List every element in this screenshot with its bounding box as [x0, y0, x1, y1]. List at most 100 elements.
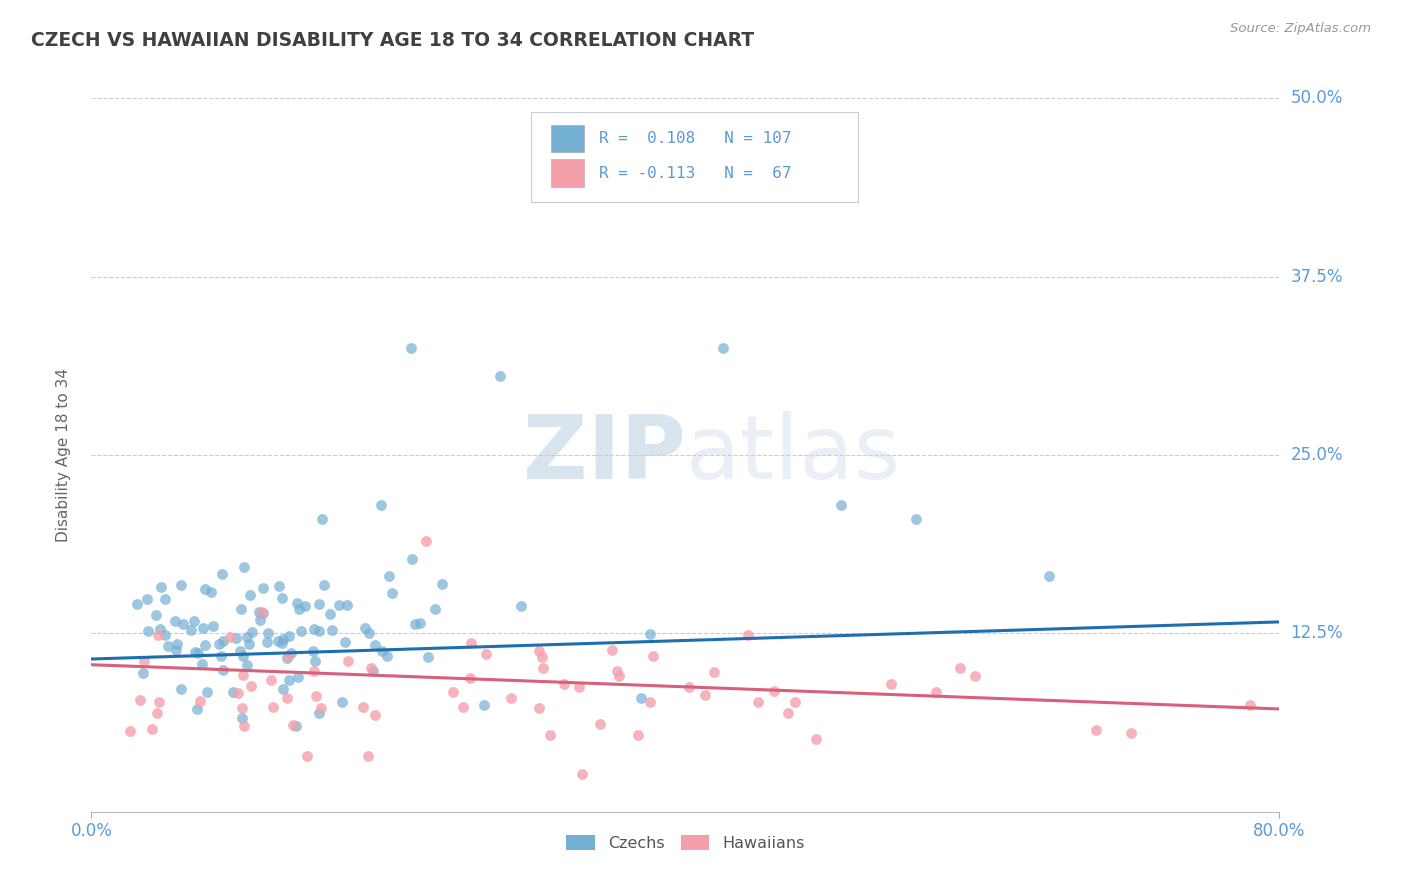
- Point: [904, 512, 927, 526]
- Point: [527, 701, 550, 715]
- Point: [360, 661, 382, 675]
- Point: [357, 748, 380, 763]
- Text: 25.0%: 25.0%: [1291, 446, 1343, 464]
- Point: [225, 631, 247, 645]
- Point: [267, 579, 290, 593]
- Point: [531, 650, 554, 665]
- Point: [308, 706, 330, 720]
- Point: [295, 748, 318, 763]
- Point: [270, 591, 292, 605]
- Point: [232, 668, 254, 682]
- Point: [141, 722, 163, 736]
- Point: [308, 624, 330, 638]
- Point: [229, 602, 252, 616]
- Point: [418, 650, 440, 665]
- Text: 12.5%: 12.5%: [1291, 624, 1343, 642]
- Point: [194, 582, 217, 596]
- Point: [330, 695, 353, 709]
- Point: [314, 578, 336, 592]
- Point: [229, 644, 252, 658]
- Point: [783, 695, 806, 709]
- Point: [375, 648, 398, 663]
- Point: [1239, 698, 1261, 712]
- Point: [304, 654, 326, 668]
- Point: [148, 628, 170, 642]
- Point: [132, 654, 155, 668]
- Point: [294, 599, 316, 613]
- Point: [276, 650, 298, 665]
- Point: [458, 671, 481, 685]
- Point: [302, 665, 325, 679]
- Point: [318, 607, 340, 621]
- Point: [378, 568, 401, 582]
- Point: [256, 635, 278, 649]
- Point: [643, 649, 665, 664]
- Point: [287, 670, 309, 684]
- Point: [278, 673, 301, 687]
- Point: [165, 643, 187, 657]
- Point: [252, 581, 274, 595]
- Point: [280, 646, 302, 660]
- Point: [364, 707, 387, 722]
- Point: [1038, 569, 1060, 583]
- Point: [638, 695, 661, 709]
- Point: [703, 665, 725, 679]
- Point: [187, 646, 209, 660]
- Point: [441, 684, 464, 698]
- Point: [737, 628, 759, 642]
- Point: [240, 624, 263, 639]
- FancyBboxPatch shape: [551, 160, 585, 186]
- Point: [211, 663, 233, 677]
- Point: [240, 679, 263, 693]
- Point: [678, 680, 700, 694]
- Point: [830, 498, 852, 512]
- Point: [630, 690, 652, 705]
- Point: [336, 599, 359, 613]
- Point: [262, 700, 284, 714]
- Point: [451, 699, 474, 714]
- Point: [153, 627, 176, 641]
- Point: [156, 639, 179, 653]
- Point: [236, 657, 259, 672]
- Point: [1119, 726, 1142, 740]
- Point: [260, 673, 283, 688]
- Point: [747, 695, 769, 709]
- Point: [209, 648, 232, 663]
- Text: atlas: atlas: [685, 411, 901, 499]
- Point: [129, 693, 152, 707]
- Point: [257, 626, 280, 640]
- Point: [194, 638, 217, 652]
- Point: [880, 677, 903, 691]
- Point: [949, 661, 972, 675]
- Point: [328, 599, 350, 613]
- Point: [589, 717, 612, 731]
- Point: [553, 677, 575, 691]
- Point: [212, 634, 235, 648]
- Point: [145, 608, 167, 623]
- Point: [381, 586, 404, 600]
- Point: [475, 647, 498, 661]
- Text: 37.5%: 37.5%: [1291, 268, 1343, 285]
- Point: [501, 691, 523, 706]
- Point: [357, 626, 380, 640]
- Point: [510, 599, 533, 613]
- Point: [399, 341, 422, 355]
- Point: [149, 622, 172, 636]
- Point: [232, 648, 254, 663]
- Point: [195, 685, 218, 699]
- Point: [219, 630, 242, 644]
- Point: [233, 719, 256, 733]
- Point: [285, 596, 308, 610]
- Point: [231, 711, 253, 725]
- Point: [148, 695, 170, 709]
- Point: [309, 700, 332, 714]
- Text: Source: ZipAtlas.com: Source: ZipAtlas.com: [1230, 22, 1371, 36]
- Point: [370, 644, 392, 658]
- Point: [311, 512, 333, 526]
- Point: [562, 184, 585, 198]
- Point: [1084, 723, 1107, 737]
- Point: [527, 644, 550, 658]
- Point: [711, 341, 734, 355]
- Point: [401, 552, 423, 566]
- Point: [488, 369, 510, 384]
